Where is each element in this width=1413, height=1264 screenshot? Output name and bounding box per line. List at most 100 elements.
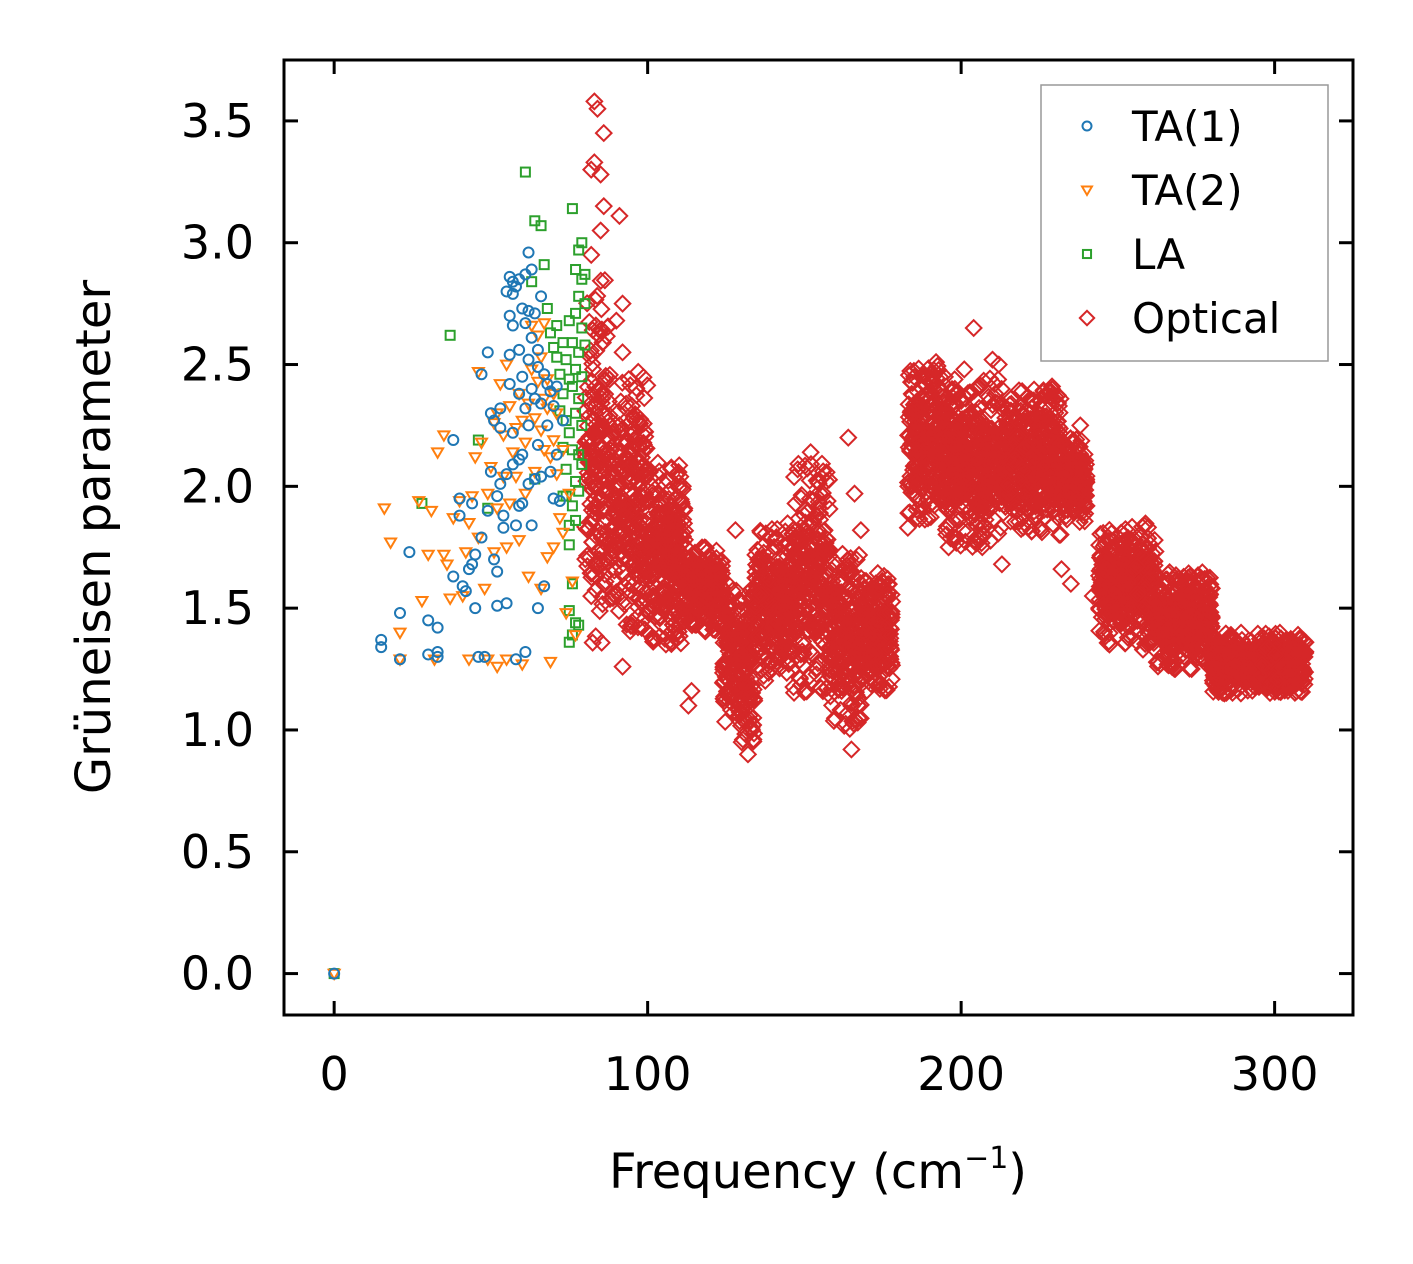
data-point-optical [917, 456, 937, 475]
data-point-optical [595, 557, 614, 576]
data-point-optical [1178, 607, 1198, 627]
data-point-optical [840, 719, 860, 738]
data-point-optical [817, 463, 836, 482]
data-point-optical [724, 703, 743, 722]
data-point-optical [809, 492, 828, 512]
data-point-optical [583, 533, 602, 552]
data-point-optical [807, 486, 826, 505]
data-point-optical [727, 581, 746, 600]
data-point-optical [1014, 455, 1033, 474]
data-point-optical [877, 657, 897, 676]
data-point-optical [821, 640, 840, 659]
data-point-optical [605, 479, 624, 498]
data-point-optical [1182, 584, 1201, 604]
data-point-optical [1137, 551, 1156, 570]
data-point-optical [948, 481, 967, 501]
data-point-optical [613, 294, 632, 313]
data-point-optical [955, 453, 975, 472]
data-point-optical [620, 473, 639, 493]
data-point-optical [582, 245, 601, 265]
data-point-optical [771, 583, 791, 602]
data-point-optical [654, 513, 673, 533]
data-point-optical [666, 500, 686, 520]
data-point-optical [1128, 611, 1147, 631]
data-point-optical [612, 451, 632, 471]
data-point-optical [1014, 406, 1034, 425]
data-point-optical [1090, 535, 1109, 555]
data-point-optical [923, 440, 943, 460]
data-point-optical [824, 682, 844, 702]
data-point-optical [679, 696, 698, 715]
data-point-optical [595, 371, 615, 391]
data-point-optical [833, 544, 852, 564]
data-point-optical [580, 436, 600, 455]
data-point-optical [906, 406, 926, 425]
data-point-optical [730, 653, 749, 672]
data-point-optical [643, 532, 663, 551]
data-point-optical [658, 512, 678, 532]
data-point-optical [828, 599, 847, 619]
data-point-optical [616, 394, 636, 414]
data-point-optical [1127, 632, 1147, 652]
data-point-optical [1148, 566, 1167, 585]
data-point-optical [784, 612, 803, 631]
data-point-optical [793, 589, 812, 608]
data-point-optical [1005, 450, 1024, 470]
data-point-optical [585, 525, 605, 545]
data-point-optical [1015, 487, 1035, 507]
data-point-optical [825, 709, 845, 728]
data-point-optical [793, 656, 813, 675]
data-point-optical [968, 377, 987, 397]
data-point-optical [617, 615, 636, 634]
data-point-optical [943, 511, 962, 530]
data-point-optical [822, 696, 842, 715]
data-point-optical [868, 563, 888, 583]
data-point-optical [799, 525, 818, 544]
data-point-optical [899, 365, 919, 385]
data-point-optical [611, 475, 630, 494]
data-point-optical [926, 445, 945, 465]
data-point-optical [605, 561, 624, 580]
data-point-optical [1131, 585, 1150, 604]
data-point-optical [587, 496, 606, 515]
data-point-optical [635, 388, 654, 408]
data-point-optical [974, 456, 993, 476]
data-point-optical [714, 604, 733, 624]
data-point-optical [959, 429, 979, 448]
data-point-optical [1170, 618, 1189, 637]
data-point-optical [723, 683, 742, 703]
data-point-optical [603, 542, 623, 561]
data-point-optical [753, 537, 772, 556]
data-point-optical [1098, 566, 1117, 586]
data-point-optical [718, 683, 737, 702]
data-point-optical [803, 535, 822, 554]
data-point-optical [1034, 382, 1053, 401]
data-point-optical [923, 479, 943, 499]
data-point-optical [974, 483, 994, 502]
data-point-optical [627, 410, 646, 429]
data-point-optical [817, 472, 836, 491]
data-point-optical [784, 677, 803, 697]
data-point-optical [1237, 642, 1257, 662]
data-point-optical [766, 611, 785, 631]
data-point-optical [1221, 632, 1241, 651]
data-point-optical [592, 299, 611, 319]
data-point-optical [798, 501, 818, 521]
data-point-optical [1018, 494, 1038, 513]
data-point-optical [878, 582, 898, 601]
series-optical [575, 92, 1315, 764]
data-point-optical [1246, 657, 1265, 676]
data-point-optical [948, 384, 967, 404]
data-point-optical [636, 466, 655, 485]
data-point-optical [783, 525, 803, 545]
data-point-optical [1037, 500, 1057, 519]
data-point-optical [993, 395, 1012, 415]
data-point-optical [1094, 625, 1114, 644]
data-point-optical [752, 585, 771, 604]
data-point-optical [841, 556, 860, 575]
data-point-optical [651, 606, 670, 626]
data-point-optical [967, 411, 986, 431]
data-point-optical [1043, 515, 1063, 534]
data-point-optical [948, 416, 968, 436]
data-point-optical [1074, 476, 1093, 495]
